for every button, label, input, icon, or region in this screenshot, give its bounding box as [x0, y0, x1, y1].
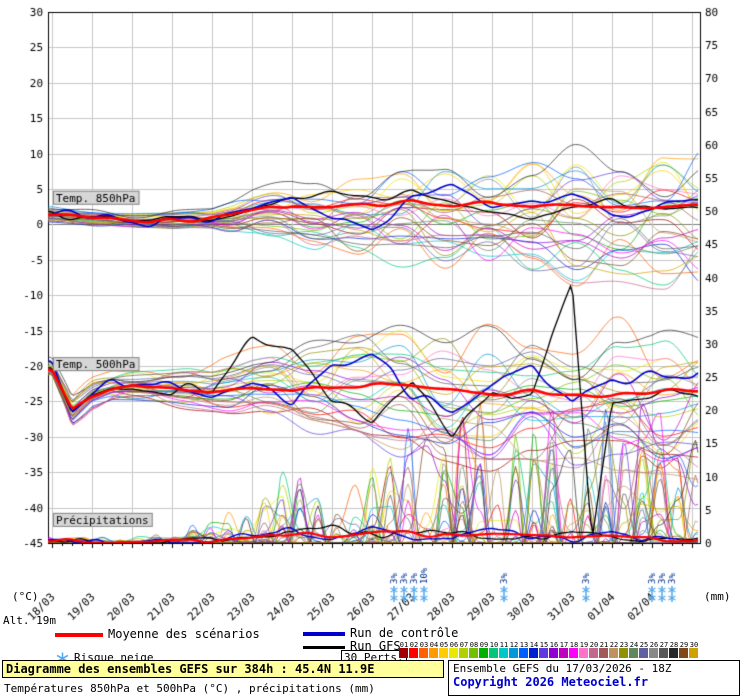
- pert-color-swatch: [479, 648, 488, 658]
- pert-number: 29: [679, 641, 689, 649]
- pert-color-swatch: [449, 648, 458, 658]
- control-line-swatch: [303, 632, 345, 636]
- pert-number: 28: [669, 641, 679, 649]
- altitude-label: Alt. 19m: [3, 614, 56, 627]
- pert-number: 27: [659, 641, 669, 649]
- pert-number: 21: [599, 641, 609, 649]
- pert-number: 04: [429, 641, 439, 649]
- run-info-box: Ensemble GEFS du 17/03/2026 - 18Z Copyri…: [448, 660, 740, 696]
- pert-number: 03: [419, 641, 429, 649]
- right-axis-unit-label: (mm): [704, 590, 731, 603]
- pert-color-swatch: [459, 648, 468, 658]
- pert-color-swatch: [639, 648, 648, 658]
- pert-color-swatch: [649, 648, 658, 658]
- run-info: Ensemble GEFS du 17/03/2026 - 18Z: [453, 662, 672, 675]
- gfs-line-swatch: [303, 646, 345, 649]
- pert-number: 23: [619, 641, 629, 649]
- pert-color-swatch: [509, 648, 518, 658]
- pert-color-swatch: [409, 648, 418, 658]
- pert-number: 14: [529, 641, 539, 649]
- pert-color-swatch: [559, 648, 568, 658]
- diagram-title: Diagramme des ensembles GEFS sur 384h : …: [2, 660, 444, 678]
- pert-number: 18: [569, 641, 579, 649]
- pert-color-swatch: [469, 648, 478, 658]
- pert-number: 15: [539, 641, 549, 649]
- pert-color-swatch: [659, 648, 668, 658]
- pert-number: 13: [519, 641, 529, 649]
- pert-color-swatch: [489, 648, 498, 658]
- pert-number: 26: [649, 641, 659, 649]
- pert-number: 11: [499, 641, 509, 649]
- pert-number: 24: [629, 641, 639, 649]
- pert-color-swatch: [499, 648, 508, 658]
- pert-number: 30: [689, 641, 699, 649]
- pert-color-swatch: [429, 648, 438, 658]
- pert-color-swatch: [579, 648, 588, 658]
- pert-number: 10: [489, 641, 499, 649]
- pert-number: 25: [639, 641, 649, 649]
- pert-color-swatch: [609, 648, 618, 658]
- pert-color-swatch: [669, 648, 678, 658]
- diagram-subtitle: Températures 850hPa et 500hPa (°C) , pré…: [4, 682, 375, 695]
- pert-number: 22: [609, 641, 619, 649]
- copyright: Copyright 2026 Meteociel.fr: [453, 675, 649, 689]
- legend-control-label: Run de contrôle: [350, 626, 459, 640]
- pert-number: 09: [479, 641, 489, 649]
- left-axis-unit-label: (°C): [12, 590, 39, 603]
- pert-number: 17: [559, 641, 569, 649]
- pert-number: 01: [399, 641, 409, 649]
- pert-number: 08: [469, 641, 479, 649]
- legend-mean-label: Moyenne des scénarios: [108, 627, 260, 641]
- mean-line-swatch: [55, 633, 103, 637]
- pert-color-swatch: [549, 648, 558, 658]
- pert-color-swatch: [619, 648, 628, 658]
- pert-color-swatch: [519, 648, 528, 658]
- pert-number: 06: [449, 641, 459, 649]
- perturbation-color-strip: [399, 643, 701, 662]
- ensemble-chart-canvas: [0, 0, 740, 625]
- pert-color-swatch: [629, 648, 638, 658]
- pert-color-swatch: [679, 648, 688, 658]
- pert-color-swatch: [599, 648, 608, 658]
- pert-number: 05: [439, 641, 449, 649]
- pert-color-swatch: [539, 648, 548, 658]
- pert-number: 16: [549, 641, 559, 649]
- pert-number: 20: [589, 641, 599, 649]
- pert-color-swatch: [399, 648, 408, 658]
- pert-color-swatch: [419, 648, 428, 658]
- pert-number: 02: [409, 641, 419, 649]
- pert-number: 12: [509, 641, 519, 649]
- pert-color-swatch: [529, 648, 538, 658]
- pert-color-swatch: [689, 648, 698, 658]
- pert-numbers-row: 01 02 03 04 05 06 07 08 09 10 11 12 13 14 15 16 17 18 19 20…: [399, 632, 701, 651]
- pert-color-swatch: [589, 648, 598, 658]
- pert-color-swatch: [439, 648, 448, 658]
- legend-gfs-label: Run GFS: [350, 639, 401, 653]
- pert-number: 07: [459, 641, 469, 649]
- pert-number: 19: [579, 641, 589, 649]
- pert-color-swatch: [569, 648, 578, 658]
